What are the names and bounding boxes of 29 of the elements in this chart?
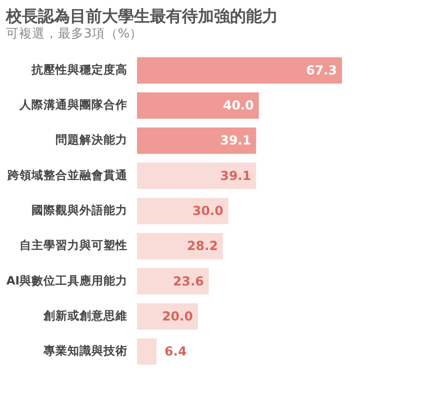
bar	[137, 162, 256, 190]
data-label: 30.0	[192, 203, 224, 218]
data-label: 20.0	[162, 308, 194, 324]
bar	[137, 338, 156, 365]
data-label: 40.0	[223, 98, 254, 113]
data-label: 28.2	[187, 238, 218, 254]
y-tick-label: 問題解決能力	[56, 132, 128, 147]
chart-title: 校長認為目前大學生最有待加強的能力	[4, 6, 278, 26]
y-tick-label: AI與數位工具應用能力	[6, 273, 128, 288]
chart-subtitle: 可複選，最多3項（%）	[6, 26, 143, 40]
y-tick-label: 自主學習力與可塑性	[20, 238, 128, 252]
y-tick-label: 國際觀與外語能力	[32, 203, 128, 217]
y-tick-label: 跨領域整合並融會貫通	[6, 168, 128, 182]
y-tick-label: 人際溝通與團隊合作	[18, 98, 128, 112]
bar	[137, 268, 209, 294]
y-tick-label: 專業知識與技術	[42, 344, 128, 358]
data-label: 39.1	[220, 132, 252, 148]
data-label: 6.4	[164, 344, 187, 359]
data-label: 67.3	[306, 62, 337, 78]
y-tick-label: 抗壓性與穩定度高	[30, 62, 128, 76]
bar	[137, 128, 256, 154]
bar	[137, 57, 342, 84]
data-label: 23.6	[173, 273, 204, 288]
y-tick-label: 創新或創意思維	[42, 308, 128, 322]
bar	[137, 92, 259, 119]
bar	[137, 198, 228, 224]
data-label: 39.1	[220, 168, 252, 183]
bar	[137, 232, 223, 260]
bar	[137, 303, 198, 330]
